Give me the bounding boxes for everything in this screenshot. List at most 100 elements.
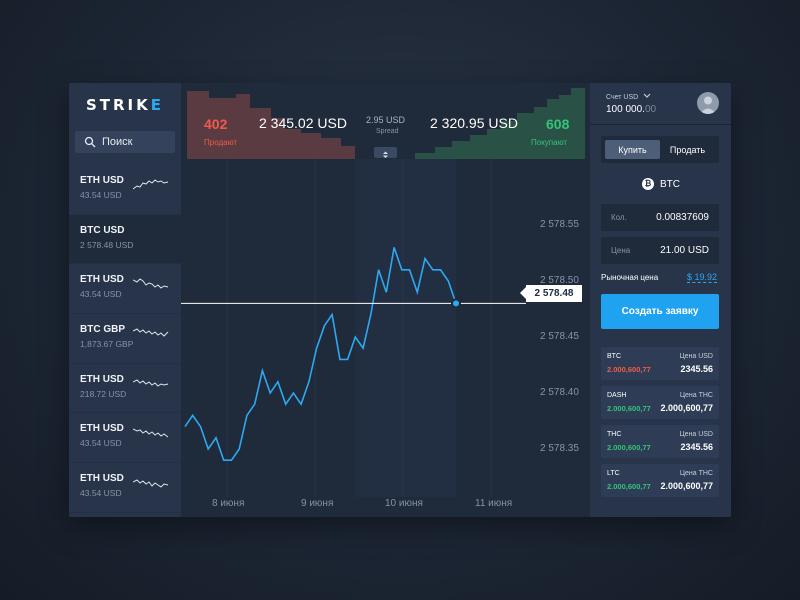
quantity-field[interactable]: Кол. 0.00837609 (601, 204, 719, 231)
rate-coin: LTC (607, 470, 620, 477)
rate-card[interactable]: DASH Цена THC 2.000,600,77 2.000,600,77 (601, 386, 719, 419)
pair-name: ETH USD (80, 473, 124, 485)
rate-card[interactable]: LTC Цена THC 2.000,600,77 2.000,600,77 (601, 464, 719, 497)
sell-price: 2 345.02 USD (259, 115, 347, 131)
pair-item[interactable]: ETH USD 43.54 USD (69, 165, 181, 215)
selected-coin: ₿ BTC (642, 178, 680, 190)
pair-item[interactable]: ETH USD 218.72 USD (69, 364, 181, 414)
rate-price: 2.000,600,77 (660, 481, 713, 491)
balance-main: 100 000. (606, 104, 645, 115)
market-price-link[interactable]: $ 19.92 (686, 272, 717, 283)
search-icon (84, 136, 96, 148)
rate-card[interactable]: THC Цена USD 2.000,600,77 2345.56 (601, 425, 719, 458)
rate-change: 2.000,600,77 (607, 404, 651, 413)
y-tick: 2 578.45 (540, 331, 579, 342)
rate-change: 2.000,600,77 (607, 443, 651, 452)
search-placeholder: Поиск (102, 136, 133, 148)
balance-decimal: 00 (644, 104, 657, 115)
sparkline (133, 428, 169, 438)
price-chart[interactable]: 2 578.55 2 578.50 2 578.45 2 578.40 2 57… (181, 159, 590, 517)
sell-count: 402 (204, 116, 228, 132)
divider (590, 124, 731, 125)
account-label: Счет USD (606, 94, 639, 101)
quantity-label: Кол. (611, 213, 627, 222)
logo-accent: E (150, 96, 165, 114)
rate-coin: DASH (607, 392, 627, 399)
buy-price: 2 320.95 USD (430, 115, 518, 131)
avatar[interactable] (697, 92, 719, 114)
trade-tabs: Купить Продать (601, 136, 719, 163)
price-value: 21.00 USD (660, 245, 709, 256)
pair-item[interactable]: ETH USD 43.54 USD (69, 463, 181, 513)
rate-price: 2345.56 (680, 364, 713, 374)
pair-price: 1,873.67 GBP (80, 339, 134, 350)
trading-app: STRIK E Поиск ETH USD 43.54 USD BTC USD 2… (69, 83, 731, 517)
order-depth: 402 Продают 2 345.02 USD 2.95 USD Spread… (181, 83, 590, 159)
rate-column-label: Цена THC (679, 470, 713, 477)
pair-item[interactable]: ETH USD 43.54 USD (69, 413, 181, 464)
pair-item[interactable]: ETH USD 43.54 USD (69, 264, 181, 315)
swap-arrows-icon (383, 151, 388, 158)
pair-item[interactable]: BTC USD 2 578.48 USD (69, 214, 181, 265)
account-selector[interactable]: Счет USD (606, 93, 651, 101)
pair-name: ETH USD (80, 274, 124, 286)
rate-price: 2.000,600,77 (660, 403, 713, 413)
price-field[interactable]: Цена 21.00 USD (601, 237, 719, 264)
coin-name: BTC (660, 178, 680, 190)
tab-sell[interactable]: Продать (669, 144, 706, 155)
pair-price: 43.54 USD (80, 190, 122, 200)
sparkline (133, 479, 169, 488)
pair-name: BTC GBP (80, 324, 125, 336)
pair-list: ETH USD 43.54 USD BTC USD 2 578.48 USD E… (69, 165, 181, 513)
x-tick: 10 июня (385, 498, 423, 509)
trade-panel: Счет USD 100 000.00 Купить Продать ₿ BTC… (590, 83, 731, 517)
rate-change: 2.000,600,77 (607, 482, 651, 491)
main-area: 402 Продают 2 345.02 USD 2.95 USD Spread… (181, 83, 590, 517)
rate-column-label: Цена USD (679, 431, 713, 438)
depth-chart (187, 88, 585, 159)
sparkline (133, 278, 169, 290)
pair-item[interactable]: BTC GBP 1,873.67 GBP (69, 314, 181, 364)
create-order-button[interactable]: Создать заявку (601, 294, 719, 329)
tab-buy[interactable]: Купить (605, 140, 660, 159)
sparkline (133, 379, 169, 387)
buy-label: Покупают (531, 138, 568, 147)
x-tick: 11 июня (475, 498, 513, 509)
buy-count: 608 (546, 116, 570, 132)
sparkline (133, 179, 169, 190)
bitcoin-icon: ₿ (642, 178, 654, 190)
chevron-down-icon (643, 93, 651, 98)
spread-value: 2.95 USD (366, 115, 406, 125)
market-price-label: Рыночная цена (601, 273, 659, 282)
rate-change: 2.000,600,77 (607, 365, 651, 374)
y-tick: 2 578.55 (540, 219, 579, 230)
sell-label: Продают (204, 138, 238, 147)
y-tick: 2 578.50 (540, 275, 579, 286)
x-tick: 9 июня (301, 498, 334, 509)
pair-price: 43.54 USD (80, 488, 122, 499)
sidebar: STRIK E Поиск ETH USD 43.54 USD BTC USD 2… (69, 83, 181, 517)
rate-column-label: Цена USD (679, 353, 713, 360)
current-price-dot (451, 298, 461, 309)
current-price-label: 2 578.48 (520, 285, 582, 302)
pair-name: ETH USD (80, 175, 124, 186)
rate-card[interactable]: BTC Цена USD 2.000,600,77 2345.56 (601, 347, 719, 380)
account-balance: 100 000.00 (606, 104, 656, 115)
y-tick: 2 578.35 (540, 443, 579, 454)
pair-name: ETH USD (80, 373, 124, 385)
chart-canvas (181, 159, 590, 517)
pair-price: 43.54 USD (80, 289, 122, 300)
x-tick: 8 июня (212, 498, 245, 509)
pair-name: ETH USD (80, 423, 124, 435)
price-line (184, 247, 457, 462)
price-label: Цена (611, 246, 631, 255)
swap-button[interactable] (374, 147, 397, 158)
search-input[interactable]: Поиск (75, 131, 175, 153)
logo: STRIK E (69, 83, 181, 127)
rate-coin: BTC (607, 353, 621, 360)
rate-column-label: Цена THC (679, 392, 713, 399)
pair-price: 2 578.48 USD (80, 239, 134, 250)
y-tick: 2 578.40 (540, 387, 579, 398)
sparkline (133, 328, 169, 337)
spread-label: Spread (376, 128, 399, 135)
